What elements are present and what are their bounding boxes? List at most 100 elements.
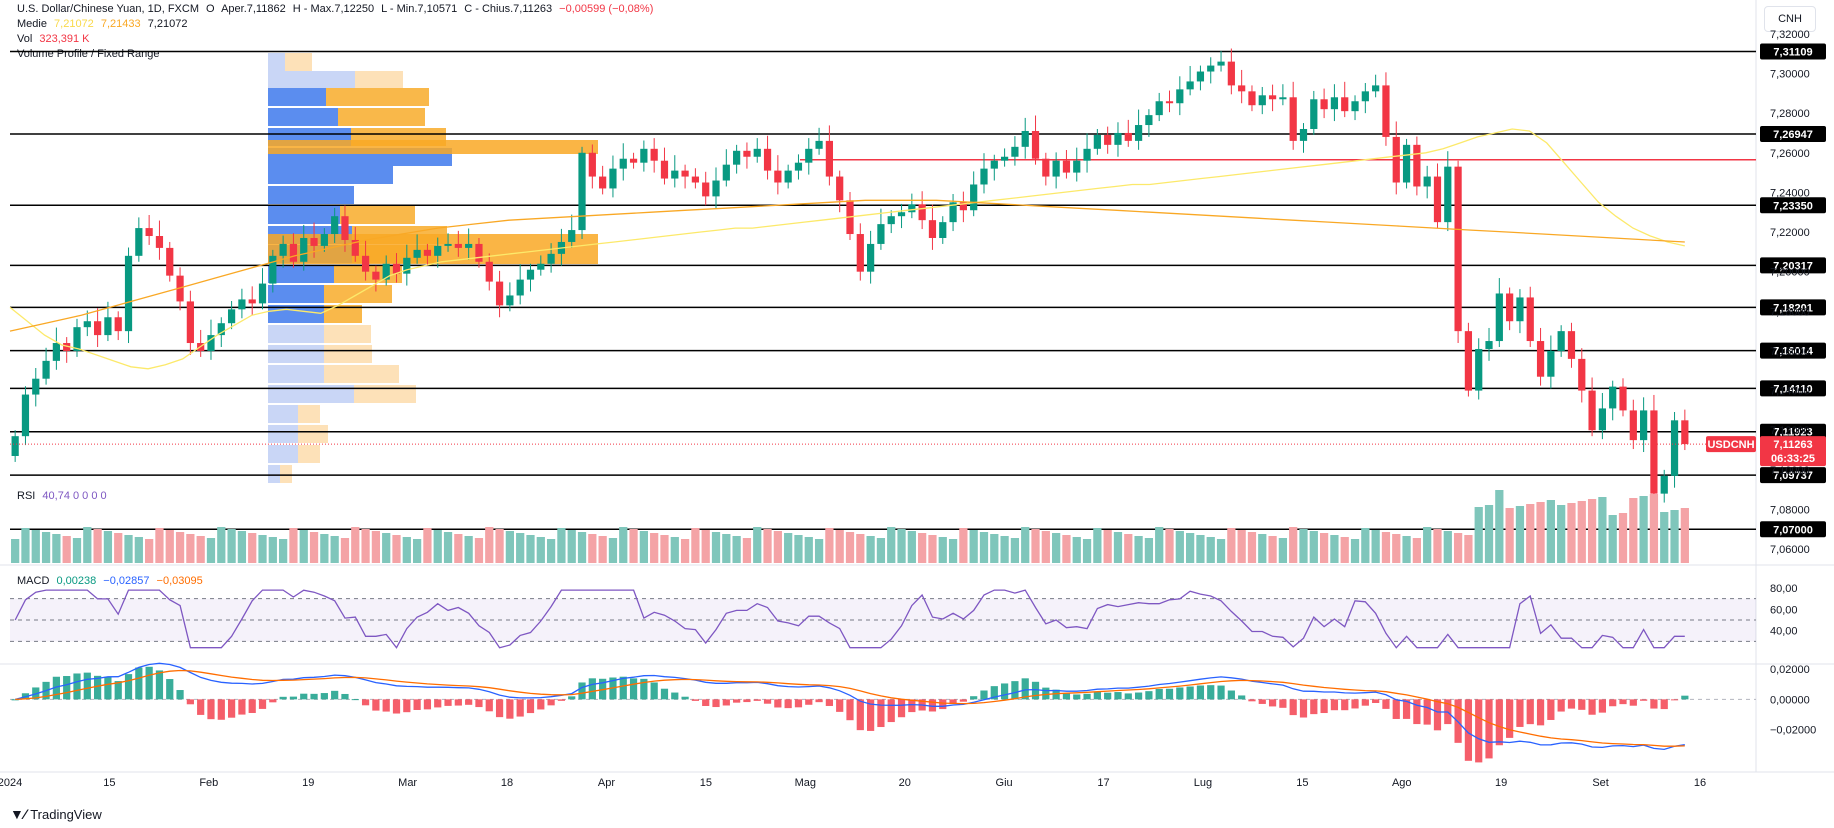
volume-bar bbox=[1670, 510, 1679, 563]
macd-histogram-bar bbox=[1578, 699, 1586, 710]
candle-body bbox=[1372, 85, 1380, 92]
volume-bar bbox=[588, 534, 597, 563]
legend-low: L - Min.7,10571 bbox=[381, 3, 458, 15]
macd-histogram-bar bbox=[1155, 688, 1163, 700]
volume-bar bbox=[1443, 531, 1452, 563]
candle-body bbox=[42, 360, 50, 379]
macd-histogram-bar bbox=[1186, 686, 1194, 700]
macd-histogram-bar bbox=[671, 692, 679, 700]
macd-axis-tick: 0,02000 bbox=[1770, 664, 1810, 676]
volume-profile-value-area bbox=[268, 140, 598, 154]
candle-body bbox=[949, 202, 957, 223]
candle-body bbox=[939, 222, 947, 238]
candle-body bbox=[815, 140, 823, 149]
candle-body bbox=[300, 237, 308, 262]
macd-histogram-bar bbox=[1629, 699, 1637, 706]
time-axis-tick: 19 bbox=[1495, 777, 1507, 789]
volume-bar bbox=[732, 536, 741, 563]
macd-histogram-bar bbox=[774, 699, 782, 708]
macd-histogram-bar bbox=[217, 699, 225, 720]
candle-body bbox=[774, 170, 782, 183]
time-axis-tick: 17 bbox=[1097, 777, 1109, 789]
macd-histogram-bar bbox=[382, 699, 390, 712]
volume-profile-bar-left bbox=[268, 445, 298, 463]
candle-body bbox=[1176, 89, 1184, 104]
macd-histogram-bar bbox=[1423, 699, 1431, 725]
volume-bar bbox=[1041, 531, 1050, 563]
macd-histogram-bar bbox=[104, 676, 112, 700]
macd-histogram-bar bbox=[629, 678, 638, 700]
volume-bar bbox=[196, 536, 205, 563]
candle-body bbox=[908, 204, 916, 213]
macd-histogram-bar bbox=[722, 699, 730, 706]
volume-bar bbox=[876, 538, 886, 563]
macd-histogram-bar bbox=[166, 679, 174, 700]
candle-body bbox=[712, 180, 720, 197]
candle-body bbox=[722, 164, 730, 181]
legend-ma-value-1: 7,21072 bbox=[54, 18, 94, 30]
volume-bar bbox=[1237, 530, 1246, 563]
candle-body bbox=[1578, 358, 1586, 391]
candle-body bbox=[1485, 341, 1493, 349]
volume-bar bbox=[1062, 535, 1071, 563]
macd-histogram-bar bbox=[568, 696, 576, 700]
macd-histogram-bar bbox=[176, 690, 184, 700]
volume-bar bbox=[248, 533, 257, 563]
volume-profile-bar-left bbox=[268, 405, 298, 423]
candle-body bbox=[1062, 160, 1071, 173]
candle-body bbox=[1351, 101, 1359, 112]
candle-body bbox=[1475, 348, 1483, 391]
candle-body bbox=[1093, 134, 1101, 149]
candle-body bbox=[980, 168, 988, 185]
macd-histogram-bar bbox=[248, 699, 256, 713]
candle-body bbox=[248, 299, 256, 304]
volume-bar bbox=[711, 532, 721, 563]
macd-histogram-bar bbox=[702, 699, 710, 706]
level-price-tag bbox=[1760, 197, 1826, 214]
candle-body bbox=[619, 158, 627, 169]
volume-bar bbox=[206, 538, 216, 563]
candle-body bbox=[1104, 134, 1112, 145]
level-price-tag bbox=[1760, 43, 1826, 60]
time-axis-tick: Set bbox=[1592, 777, 1609, 789]
volume-bar bbox=[454, 534, 463, 563]
candle-body bbox=[485, 261, 493, 282]
volume-bar bbox=[1031, 529, 1040, 563]
macd-histogram-bar bbox=[1258, 699, 1266, 704]
legend-rsi: RSI 40,74 0 0 0 0 bbox=[17, 490, 111, 502]
legend-macd-hist: 0,00238 bbox=[56, 575, 97, 587]
candle-body bbox=[1279, 97, 1287, 100]
volume-bar bbox=[907, 531, 916, 563]
volume-profile-bar-left bbox=[268, 166, 393, 184]
candle-body bbox=[805, 148, 813, 163]
price-axis-tick: 7,26000 bbox=[1770, 148, 1810, 160]
volume-bar bbox=[330, 536, 339, 563]
volume-bar bbox=[773, 531, 782, 563]
volume-bar bbox=[186, 534, 195, 563]
macd-histogram-bar bbox=[320, 693, 328, 700]
tradingview-brand[interactable]: ▼⁄ TradingView bbox=[10, 806, 102, 822]
macd-histogram-bar bbox=[1619, 699, 1627, 705]
macd-histogram-bar bbox=[640, 678, 648, 700]
candle-body bbox=[495, 281, 504, 306]
macd-histogram-bar bbox=[465, 699, 473, 705]
volume-bar bbox=[1010, 538, 1020, 563]
candle-body bbox=[1248, 91, 1256, 106]
moving-average-slow bbox=[9, 199, 1685, 332]
macd-histogram-bar bbox=[454, 699, 462, 706]
volume-bar bbox=[443, 532, 453, 563]
volume-bar bbox=[1412, 538, 1421, 563]
price-axis-tick: 7,12000 bbox=[1770, 425, 1810, 437]
macd-histogram-bar bbox=[1413, 699, 1421, 725]
candle-body bbox=[444, 243, 452, 246]
macd-histogram-bar bbox=[372, 699, 380, 711]
macd-histogram-bar bbox=[650, 682, 658, 700]
macd-histogram-bar bbox=[1506, 699, 1514, 738]
price-axis-tick: 7,30000 bbox=[1770, 69, 1810, 81]
level-price-tag bbox=[1760, 126, 1826, 143]
volume-bar bbox=[371, 531, 381, 563]
macd-histogram-bar bbox=[1382, 699, 1390, 709]
currency-button[interactable]: CNH bbox=[1764, 6, 1816, 32]
legend-rsi-values: 40,74 0 0 0 0 bbox=[42, 490, 107, 502]
